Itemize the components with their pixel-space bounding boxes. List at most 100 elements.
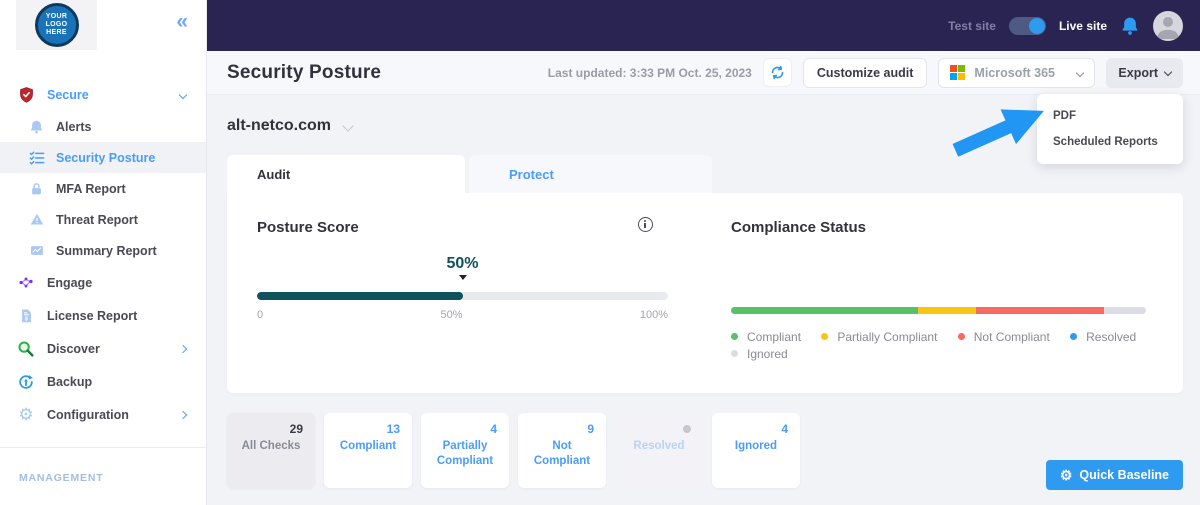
legend-label: Not Compliant bbox=[973, 330, 1050, 344]
platform-selected-label: Microsoft 365 bbox=[974, 65, 1055, 80]
sidebar-item-label: Summary Report bbox=[56, 243, 157, 258]
legend-dot-not-compliant bbox=[957, 333, 965, 340]
export-menu-item-pdf[interactable]: PDF bbox=[1053, 110, 1076, 122]
quick-baseline-label: Quick Baseline bbox=[1079, 468, 1169, 482]
audit-panel: Posture Score 50% 0 50% 100 bbox=[227, 193, 1183, 393]
sidebar-divider bbox=[0, 447, 206, 448]
quick-baseline-button[interactable]: ⚙ Quick Baseline bbox=[1045, 460, 1183, 490]
warning-triangle-icon bbox=[28, 211, 45, 228]
card-label: Not Compliant bbox=[533, 440, 591, 467]
tabs: Audit Protect bbox=[227, 155, 1183, 193]
caret-down-icon bbox=[458, 275, 467, 280]
summary-cards: 29 All Checks 13 Compliant 4 Partially C… bbox=[227, 413, 1183, 488]
chevron-right-icon bbox=[178, 410, 188, 419]
sidebar-item-alerts[interactable]: Alerts bbox=[0, 111, 206, 142]
sidebar-item-mfa-report[interactable]: MFA Report bbox=[0, 173, 206, 204]
card-partially-compliant[interactable]: 4 Partially Compliant bbox=[421, 413, 509, 488]
sidebar-item-label: Secure bbox=[47, 87, 89, 102]
sidebar-item-license-report[interactable]: $ License Report bbox=[0, 299, 206, 332]
header-actions: Last updated: 3:33 PM Oct. 25, 2023 Cust… bbox=[547, 57, 1183, 88]
backup-restore-icon bbox=[16, 372, 36, 392]
legend-dot-resolved bbox=[1070, 333, 1078, 340]
client-domain-label: alt-netco.com bbox=[227, 117, 332, 134]
user-avatar[interactable] bbox=[1153, 10, 1183, 41]
sidebar-item-label: Configuration bbox=[47, 407, 129, 422]
card-not-compliant[interactable]: 9 Not Compliant bbox=[518, 413, 606, 488]
card-resolved[interactable]: Resolved bbox=[615, 413, 703, 488]
site-mode-toggle[interactable] bbox=[1008, 16, 1046, 35]
shield-icon bbox=[16, 85, 36, 105]
card-label: Partially Compliant bbox=[436, 440, 494, 467]
sidebar-item-backup[interactable]: Backup bbox=[0, 365, 206, 398]
main-content: Security Posture Last updated: 3:33 PM O… bbox=[207, 51, 1200, 505]
client-selector[interactable]: alt-netco.com bbox=[227, 117, 1183, 135]
card-label: Resolved bbox=[633, 440, 685, 452]
compliance-status-section: Compliance Status Compliant Partially Co… bbox=[731, 193, 1183, 393]
info-icon[interactable] bbox=[638, 217, 653, 232]
card-ignored[interactable]: 4 Ignored bbox=[712, 413, 800, 488]
sidebar-item-engage[interactable]: Engage bbox=[0, 266, 206, 299]
sidebar-item-label: Discover bbox=[47, 341, 100, 356]
sidebar: YOUR LOGO HERE « Secure Alerts bbox=[0, 0, 207, 505]
posture-bar-fill bbox=[257, 292, 463, 300]
legend-label: Ignored bbox=[747, 347, 788, 361]
sidebar-item-security-posture[interactable]: Security Posture bbox=[0, 142, 206, 173]
legend-dot-ignored bbox=[731, 350, 738, 357]
alert-bell-icon bbox=[28, 118, 45, 135]
card-count: 9 bbox=[587, 422, 594, 436]
chevron-down-icon bbox=[1076, 68, 1085, 77]
sidebar-item-threat-report[interactable]: Threat Report bbox=[0, 204, 206, 235]
page-title: Security Posture bbox=[227, 61, 382, 83]
customize-audit-button[interactable]: Customize audit bbox=[802, 57, 928, 88]
sidebar-nav: Secure Alerts Security Posture MFA Rep bbox=[0, 78, 206, 431]
sidebar-item-configuration[interactable]: ⚙ Configuration bbox=[0, 398, 206, 431]
company-logo: YOUR LOGO HERE bbox=[16, 0, 97, 50]
sidebar-item-discover[interactable]: Discover bbox=[0, 332, 206, 365]
refresh-button[interactable] bbox=[762, 58, 792, 87]
lock-icon bbox=[28, 180, 45, 197]
scale-min: 0 bbox=[257, 309, 264, 321]
topbar: Test site Live site bbox=[207, 0, 1200, 51]
card-label: Ignored bbox=[734, 440, 778, 452]
sidebar-item-secure[interactable]: Secure bbox=[0, 78, 206, 111]
export-menu-item-scheduled-reports[interactable]: Scheduled Reports bbox=[1053, 136, 1158, 148]
compliance-status-title: Compliance Status bbox=[731, 219, 867, 236]
legend-label: Compliant bbox=[747, 330, 802, 344]
sidebar-item-label: Security Posture bbox=[56, 150, 156, 165]
logo-row: YOUR LOGO HERE « bbox=[0, 0, 206, 50]
compliance-segment-compliant bbox=[731, 307, 918, 314]
card-count: 4 bbox=[781, 422, 788, 436]
card-label: Compliant bbox=[339, 440, 397, 452]
card-count bbox=[615, 422, 703, 437]
sidebar-item-label: License Report bbox=[47, 308, 138, 323]
tab-protect[interactable]: Protect bbox=[469, 155, 712, 193]
sidebar-item-summary-report[interactable]: Summary Report bbox=[0, 235, 206, 266]
chart-icon bbox=[28, 242, 45, 259]
sidebar-collapse-icon[interactable]: « bbox=[176, 10, 188, 33]
card-compliant[interactable]: 13 Compliant bbox=[324, 413, 412, 488]
last-updated-label: Last updated: 3:33 PM Oct. 25, 2023 bbox=[547, 65, 752, 80]
tab-audit[interactable]: Audit bbox=[227, 155, 465, 193]
legend-label: Partially Compliant bbox=[837, 330, 938, 344]
compliance-segment-not-compliant bbox=[975, 307, 1105, 314]
svg-text:$: $ bbox=[24, 316, 28, 322]
scale-max: 100% bbox=[639, 309, 668, 321]
export-button[interactable]: Export bbox=[1106, 57, 1183, 88]
gear-icon: ⚙ bbox=[1059, 467, 1073, 483]
muted-dot-icon bbox=[683, 425, 691, 433]
compliance-segment-partially bbox=[917, 307, 976, 314]
card-all-checks[interactable]: 29 All Checks bbox=[227, 413, 315, 488]
platform-select[interactable]: Microsoft 365 bbox=[938, 57, 1096, 88]
network-icon bbox=[16, 273, 36, 293]
notifications-bell-icon[interactable] bbox=[1120, 15, 1140, 37]
compliance-legend: Compliant Partially Compliant Not Compli… bbox=[731, 329, 1155, 363]
card-count: 13 bbox=[386, 422, 400, 436]
posture-score-section: Posture Score 50% 0 50% 100 bbox=[227, 193, 731, 393]
chevron-down-icon bbox=[178, 90, 188, 99]
magnifier-icon bbox=[16, 339, 36, 359]
invoice-icon: $ bbox=[16, 306, 36, 326]
legend-dot-compliant bbox=[731, 333, 738, 340]
sidebar-item-label: Backup bbox=[47, 374, 93, 389]
posture-gauge: 50% 0 50% 100% bbox=[257, 255, 668, 321]
card-label: All Checks bbox=[241, 440, 301, 452]
